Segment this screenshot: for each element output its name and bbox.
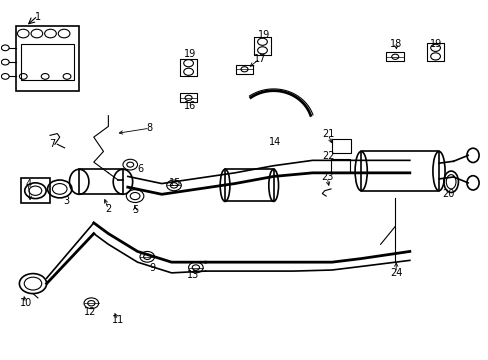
Text: 12: 12 (84, 307, 96, 317)
Text: 19: 19 (183, 49, 196, 59)
Text: 19: 19 (257, 30, 269, 40)
Bar (79, 169, 122, 194)
Bar (21, 44, 74, 80)
Text: 5: 5 (132, 205, 138, 215)
Bar (180, 59, 197, 76)
Text: 22: 22 (321, 151, 334, 161)
Text: 24: 24 (389, 268, 402, 278)
Bar (16, 26, 79, 91)
Text: 9: 9 (149, 262, 155, 273)
Text: 3: 3 (63, 197, 69, 206)
Bar (253, 37, 271, 55)
Text: 14: 14 (268, 138, 280, 148)
Text: 2: 2 (105, 204, 111, 214)
Bar (180, 93, 197, 102)
Text: 15: 15 (169, 178, 181, 188)
Bar (21, 178, 50, 203)
Text: 16: 16 (183, 101, 196, 111)
Text: 7: 7 (49, 139, 56, 149)
Bar (331, 139, 351, 153)
Text: 8: 8 (146, 123, 152, 133)
Bar (426, 43, 444, 61)
Text: 4: 4 (25, 179, 31, 189)
Bar (361, 152, 438, 191)
Text: 6: 6 (137, 164, 142, 174)
Text: 10: 10 (20, 298, 32, 308)
Text: 18: 18 (389, 39, 402, 49)
Bar (330, 159, 349, 173)
Text: 17: 17 (253, 54, 265, 64)
Text: 21: 21 (321, 129, 334, 139)
Text: 13: 13 (187, 270, 199, 280)
Bar (386, 52, 403, 61)
Text: 11: 11 (112, 315, 124, 325)
Text: 19: 19 (429, 39, 442, 49)
Text: 20: 20 (442, 189, 454, 199)
Bar (224, 169, 273, 202)
Text: 1: 1 (35, 13, 41, 22)
Text: 23: 23 (320, 172, 333, 183)
Bar (235, 65, 253, 74)
